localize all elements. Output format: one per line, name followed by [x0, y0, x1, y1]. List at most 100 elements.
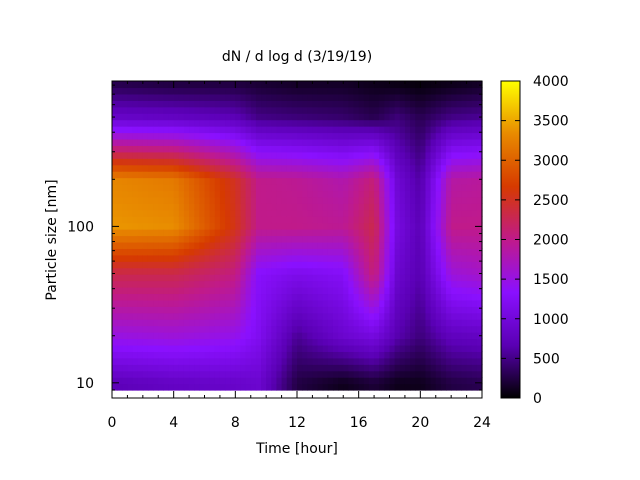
heatmap-cell [425, 132, 432, 140]
heatmap-cell [240, 100, 247, 108]
heatmap-cell [240, 87, 247, 95]
heatmap-cell [209, 119, 216, 127]
heatmap-cell [332, 229, 339, 237]
heatmap-cell [368, 370, 375, 378]
heatmap-cell [343, 357, 349, 365]
heatmap-cell [240, 113, 247, 121]
colorbar-tick-label: 1500 [533, 272, 569, 288]
heatmap-cell [214, 203, 221, 211]
heatmap-cell [178, 81, 185, 89]
heatmap-cell [209, 293, 216, 301]
heatmap-cell [446, 248, 452, 256]
heatmap-cell [374, 293, 380, 301]
heatmap-cell [142, 184, 149, 192]
heatmap-cell [266, 261, 272, 269]
heatmap-cell [410, 106, 416, 114]
heatmap-cell [451, 158, 457, 166]
heatmap-cell [451, 171, 457, 179]
heatmap-cell [471, 370, 478, 378]
heatmap-cell [471, 87, 478, 95]
heatmap-cell [286, 119, 293, 127]
heatmap-cell [266, 113, 272, 121]
heatmap-cell [245, 235, 252, 243]
heatmap-cell [271, 254, 278, 262]
heatmap-cell [410, 151, 416, 159]
heatmap-cell [415, 216, 421, 224]
heatmap-cell [312, 280, 319, 288]
heatmap-cell [199, 81, 206, 89]
heatmap-cell [261, 319, 267, 327]
heatmap-cell [456, 216, 463, 224]
heatmap-cell [297, 332, 303, 340]
heatmap-cell [219, 241, 226, 249]
heatmap-cell [368, 113, 375, 121]
heatmap-cell [194, 383, 200, 391]
heatmap-cell [230, 177, 236, 185]
heatmap-cell [471, 325, 478, 333]
heatmap-cell [209, 100, 216, 108]
heatmap-cell [178, 145, 185, 153]
heatmap-cell [240, 274, 247, 282]
heatmap-cell [466, 377, 473, 385]
heatmap-cell [456, 312, 463, 320]
heatmap-cell [230, 287, 236, 295]
heatmap-cell [194, 235, 200, 243]
heatmap-cell [137, 138, 144, 146]
heatmap-cell [327, 229, 334, 237]
heatmap-cell [343, 119, 349, 127]
heatmap-cell [389, 164, 396, 172]
heatmap-cell [446, 209, 452, 217]
heatmap-cell [363, 312, 370, 320]
heatmap-cell [158, 241, 164, 249]
heatmap-cell [389, 196, 396, 204]
heatmap-cell [332, 209, 339, 217]
heatmap-cell [446, 87, 452, 95]
heatmap-cell [322, 332, 329, 340]
heatmap-cell [312, 158, 319, 166]
heatmap-cell [476, 293, 483, 301]
heatmap-cell [178, 293, 185, 301]
heatmap-cell [183, 293, 190, 301]
heatmap-cell [363, 164, 370, 172]
heatmap-cell [266, 106, 272, 114]
heatmap-cell [353, 280, 360, 288]
heatmap-cell [255, 203, 262, 211]
heatmap-cell [466, 312, 473, 320]
heatmap-cell [440, 158, 447, 166]
heatmap-cell [451, 203, 457, 211]
heatmap-cell [420, 216, 427, 224]
heatmap-cell [219, 171, 226, 179]
heatmap-cell [461, 241, 468, 249]
heatmap-cell [286, 248, 293, 256]
heatmap-cell [471, 332, 478, 340]
heatmap-cell [219, 100, 226, 108]
heatmap-cell [137, 100, 144, 108]
heatmap-cell [307, 248, 314, 256]
heatmap-cell [399, 177, 406, 185]
heatmap-cell [317, 171, 324, 179]
heatmap-cell [353, 377, 360, 385]
heatmap-cell [353, 145, 360, 153]
heatmap-cell [225, 248, 231, 256]
heatmap-cell [379, 203, 385, 211]
heatmap-cell [343, 287, 349, 295]
heatmap-cell [440, 113, 447, 121]
heatmap-cell [183, 209, 190, 217]
heatmap-cell [348, 306, 355, 314]
heatmap-cell [394, 216, 401, 224]
heatmap-cell [415, 325, 421, 333]
heatmap-cell [379, 287, 385, 295]
heatmap-cell [332, 357, 339, 365]
heatmap-cell [225, 338, 231, 346]
heatmap-cell [199, 280, 206, 288]
heatmap-cell [384, 383, 391, 391]
heatmap-cell [430, 370, 437, 378]
heatmap-cell [374, 254, 380, 262]
heatmap-cell [276, 383, 283, 391]
heatmap-cell [363, 190, 370, 198]
heatmap-cell [219, 274, 226, 282]
heatmap-cell [446, 332, 452, 340]
heatmap-cell [230, 332, 236, 340]
heatmap-cell [348, 106, 355, 114]
heatmap-cell [173, 145, 180, 153]
